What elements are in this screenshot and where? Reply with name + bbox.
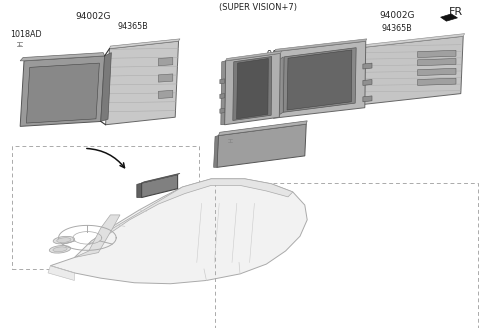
Polygon shape: [217, 124, 306, 167]
Polygon shape: [237, 58, 268, 119]
Polygon shape: [274, 41, 366, 118]
Polygon shape: [158, 74, 173, 82]
Polygon shape: [48, 266, 74, 280]
Polygon shape: [158, 57, 173, 66]
Polygon shape: [20, 56, 105, 126]
Text: (SUPER VISION+7): (SUPER VISION+7): [219, 3, 297, 11]
Polygon shape: [50, 179, 307, 284]
Polygon shape: [89, 179, 293, 244]
Ellipse shape: [53, 236, 74, 244]
Polygon shape: [360, 33, 465, 48]
Polygon shape: [418, 68, 456, 75]
Text: 94002G: 94002G: [379, 11, 415, 20]
Polygon shape: [220, 79, 225, 84]
Polygon shape: [274, 57, 283, 118]
Text: 1018AD: 1018AD: [11, 30, 42, 39]
Polygon shape: [220, 93, 225, 98]
Text: 94120A: 94120A: [266, 50, 297, 59]
Polygon shape: [418, 78, 456, 85]
Polygon shape: [158, 90, 173, 98]
Text: FR: FR: [449, 7, 463, 17]
Polygon shape: [363, 63, 372, 69]
Polygon shape: [142, 173, 180, 183]
Polygon shape: [226, 51, 282, 61]
Text: 94365B: 94365B: [118, 22, 148, 31]
Polygon shape: [287, 50, 352, 110]
Text: 94365B: 94365B: [382, 24, 412, 33]
Text: 94360D: 94360D: [226, 78, 257, 87]
Ellipse shape: [49, 246, 71, 253]
Bar: [215, 183, 478, 328]
Ellipse shape: [57, 238, 71, 242]
Polygon shape: [101, 52, 111, 121]
Polygon shape: [441, 14, 457, 21]
Polygon shape: [137, 183, 142, 197]
Polygon shape: [26, 63, 99, 123]
Polygon shape: [283, 48, 356, 112]
Polygon shape: [74, 215, 120, 257]
Text: 94363A: 94363A: [226, 132, 256, 141]
Polygon shape: [418, 50, 456, 57]
Polygon shape: [358, 36, 463, 105]
Polygon shape: [225, 53, 280, 125]
Polygon shape: [218, 121, 307, 135]
Polygon shape: [363, 79, 372, 85]
Polygon shape: [20, 52, 105, 61]
Polygon shape: [275, 39, 367, 51]
Polygon shape: [109, 39, 180, 49]
Polygon shape: [214, 135, 218, 167]
Polygon shape: [233, 56, 272, 120]
Polygon shape: [363, 96, 372, 102]
Polygon shape: [106, 41, 179, 125]
Polygon shape: [221, 61, 226, 125]
Polygon shape: [142, 174, 178, 197]
Text: 94002G: 94002G: [76, 12, 111, 21]
Polygon shape: [220, 108, 225, 113]
Polygon shape: [418, 58, 456, 66]
Ellipse shape: [53, 247, 67, 252]
Bar: [12, 146, 199, 269]
